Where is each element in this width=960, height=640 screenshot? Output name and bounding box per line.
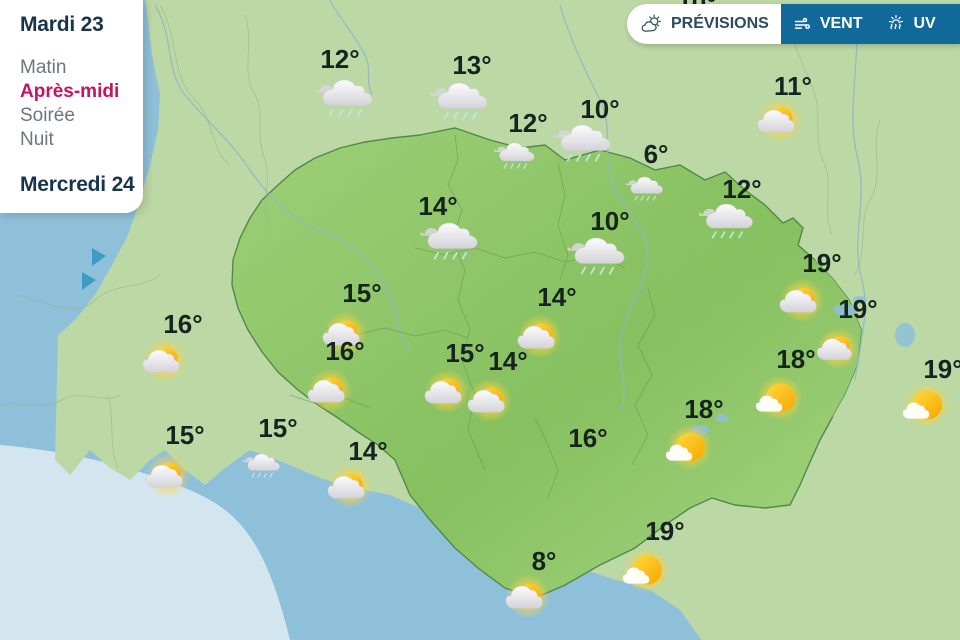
svg-text:15°: 15° xyxy=(342,278,381,308)
svg-text:18°: 18° xyxy=(776,344,815,374)
svg-text:14°: 14° xyxy=(348,436,387,466)
svg-text:11°: 11° xyxy=(774,71,812,101)
svg-text:19°: 19° xyxy=(838,294,877,324)
svg-text:14°: 14° xyxy=(537,282,576,312)
svg-text:19°: 19° xyxy=(923,354,960,384)
svg-text:15°: 15° xyxy=(445,338,484,368)
svg-text:12°: 12° xyxy=(508,108,547,138)
svg-text:12°: 12° xyxy=(320,44,359,74)
svg-text:19°: 19° xyxy=(802,248,841,278)
svg-text:10°: 10° xyxy=(580,94,619,124)
svg-text:16°: 16° xyxy=(325,336,364,366)
svg-text:16°: 16° xyxy=(568,423,607,453)
svg-text:6°: 6° xyxy=(644,139,669,169)
svg-text:15°: 15° xyxy=(258,413,297,443)
svg-text:13°: 13° xyxy=(452,50,491,80)
svg-text:19°: 19° xyxy=(645,516,684,546)
svg-text:14°: 14° xyxy=(418,191,457,221)
svg-text:18°: 18° xyxy=(684,394,723,424)
svg-text:10°: 10° xyxy=(590,206,629,236)
svg-text:16°: 16° xyxy=(163,309,202,339)
svg-text:15°: 15° xyxy=(165,420,204,450)
svg-text:8°: 8° xyxy=(532,546,557,576)
svg-text:12°: 12° xyxy=(722,174,761,204)
svg-text:14°: 14° xyxy=(488,346,527,376)
